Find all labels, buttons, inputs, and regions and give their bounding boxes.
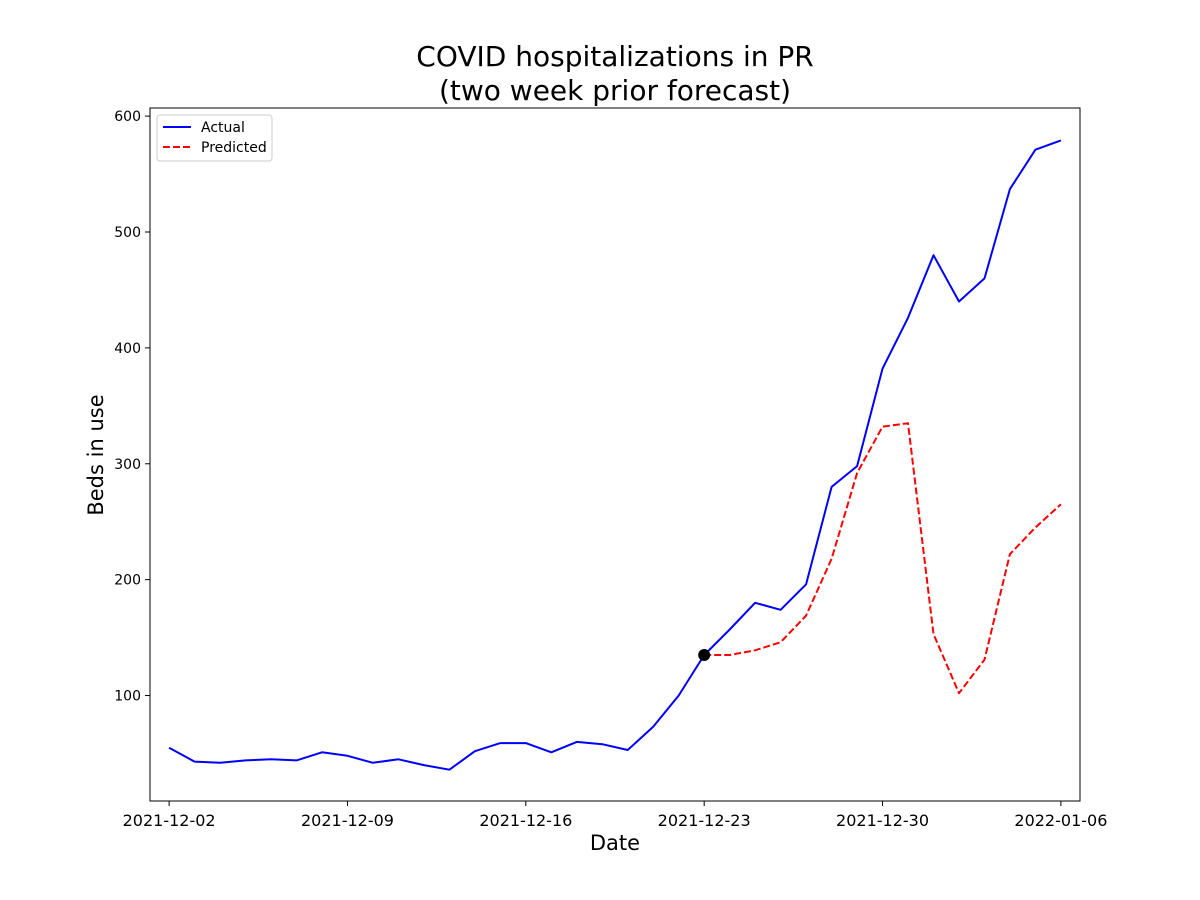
series-line-predicted: [704, 422, 1062, 695]
x-tick-label-2021-12-23: 2021-12-23: [658, 811, 751, 830]
y-tick-label-100: 100: [114, 689, 141, 705]
y-tick-label-500: 500: [114, 225, 141, 241]
chart-title-line-2: (two week prior forecast): [439, 74, 791, 107]
x-axis-ticks: 2021-12-02 2021-12-09 2021-12-16 2021-12-23…: [123, 801, 1107, 830]
legend-label-predicted: Predicted: [201, 140, 267, 156]
y-axis-ticks: 100 200 300 400 500 600: [114, 109, 150, 705]
legend-label-actual: Actual: [201, 120, 245, 136]
series-line-actual: [168, 139, 1062, 771]
x-tick-label-2021-12-09: 2021-12-09: [301, 811, 394, 830]
x-tick-label-2021-12-16: 2021-12-16: [479, 811, 572, 830]
y-tick-label-200: 200: [114, 573, 141, 589]
x-tick-label-2022-01-06: 2022-01-06: [1014, 811, 1107, 830]
x-tick-label-2021-12-30: 2021-12-30: [836, 811, 929, 830]
chart-title-line-1: COVID hospitalizations in PR: [416, 40, 813, 73]
plot-frame: [149, 107, 1081, 802]
y-tick-label-600: 600: [114, 109, 141, 125]
x-tick-label-2021-12-02: 2021-12-02: [123, 811, 216, 830]
y-axis-label: Beds in use: [84, 394, 108, 515]
series-group: [168, 139, 1062, 771]
y-tick-label-300: 300: [114, 457, 141, 473]
forecast-start-marker: [698, 648, 711, 661]
legend: Actual Predicted: [156, 114, 273, 162]
marker-group: [698, 648, 711, 661]
x-axis-label: Date: [590, 831, 640, 855]
plot-area: [150, 108, 1080, 801]
y-tick-label-400: 400: [114, 341, 141, 357]
